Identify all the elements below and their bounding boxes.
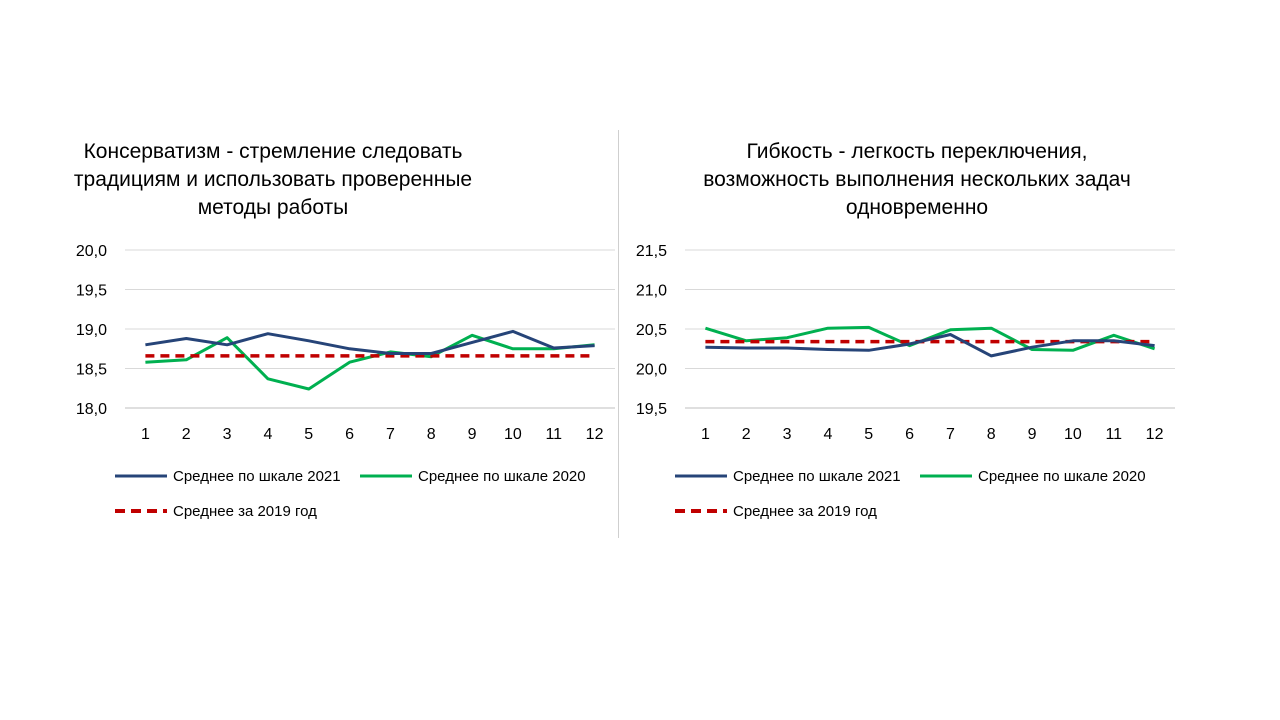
- legend-label: Среднее по шкале 2020: [978, 468, 1146, 485]
- x-tick-label: 7: [386, 426, 395, 443]
- chart-title: Консерватизм - стремление следовать трад…: [0, 138, 593, 222]
- y-tick-label: 18,0: [76, 401, 107, 418]
- x-tick-label: 9: [468, 426, 477, 443]
- x-tick-label: 5: [864, 426, 873, 443]
- legend-label: Среднее за 2019 год: [733, 503, 877, 520]
- x-tick-label: 5: [304, 426, 313, 443]
- chart-title-line: одновременно: [845, 196, 989, 219]
- legend-label: Среднее по шкале 2021: [733, 468, 901, 485]
- x-tick-label: 9: [1028, 426, 1037, 443]
- x-tick-label: 11: [1105, 426, 1122, 443]
- legend-label: Среднее по шкале 2021: [173, 468, 341, 485]
- x-tick-label: 3: [783, 426, 792, 443]
- x-tick-label: 2: [182, 426, 191, 443]
- chart-title: Гибкость - легкость переключения, возмож…: [597, 138, 1237, 222]
- x-tick-label: 4: [263, 426, 272, 443]
- chart-title-line: Гибкость - легкость переключения,: [746, 140, 1088, 163]
- x-tick-label: 10: [1064, 426, 1082, 443]
- legend-label: Среднее по шкале 2020: [418, 468, 586, 485]
- x-tick-label: 12: [586, 426, 604, 443]
- series-line: [145, 333, 595, 391]
- y-tick-label: 19,0: [76, 322, 107, 339]
- y-tick-label: 21,5: [636, 243, 667, 260]
- chart-title-line: возможность выполнения нескольких задач: [703, 168, 1131, 191]
- chart-panel-conservatism: Консерватизм - стремление следовать трад…: [0, 138, 615, 520]
- x-tick-label: 2: [742, 426, 751, 443]
- x-tick-label: 10: [504, 426, 522, 443]
- x-tick-label: 4: [823, 426, 832, 443]
- y-tick-label: 20,0: [76, 243, 107, 260]
- legend-label: Среднее за 2019 год: [173, 503, 317, 520]
- x-tick-label: 7: [946, 426, 955, 443]
- x-tick-label: 12: [1146, 426, 1164, 443]
- chart-panel-flexibility: Гибкость - легкость переключения, возмож…: [636, 0, 1280, 720]
- chart-title-line: Консерватизм - стремление следовать: [83, 140, 463, 163]
- y-tick-label: 19,5: [76, 283, 107, 300]
- y-tick-label: 20,0: [636, 362, 667, 379]
- y-tick-label: 18,5: [76, 362, 107, 379]
- panel-divider: [618, 130, 619, 538]
- y-tick-label: 19,5: [636, 401, 667, 418]
- series-line: [705, 333, 1155, 358]
- y-tick-label: 21,0: [636, 283, 667, 300]
- line-chart-conservatism: 18,018,519,019,520,01 2 3 4 5 6 7 8 9 10 11 12Средн…: [76, 243, 615, 520]
- x-tick-label: 3: [223, 426, 232, 443]
- x-tick-label: 6: [345, 426, 354, 443]
- x-tick-label: 6: [905, 426, 914, 443]
- x-tick-label: 8: [987, 426, 996, 443]
- y-tick-label: 20,5: [636, 322, 667, 339]
- series-line: [145, 329, 595, 355]
- chart-title-line: методы работы: [197, 196, 349, 219]
- x-tick-label: 1: [141, 426, 150, 443]
- x-tick-label: 11: [545, 426, 562, 443]
- x-tick-label: 8: [427, 426, 436, 443]
- line-chart-flexibility: 19,520,020,521,021,51 2 3 4 5 6 7 8 9 10 11 12Средн…: [636, 243, 1175, 520]
- series-line: [704, 325, 1156, 352]
- x-tick-label: 1: [701, 426, 710, 443]
- chart-title-line: традициям и использовать проверенные: [73, 168, 473, 191]
